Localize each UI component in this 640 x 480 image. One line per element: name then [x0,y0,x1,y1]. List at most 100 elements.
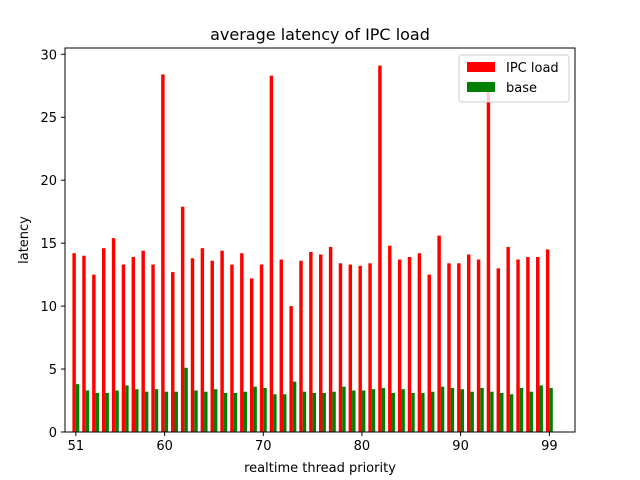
bar-ipc-load-85 [407,257,412,432]
y-tick-label-25: 25 [40,111,57,126]
chart-title: average latency of IPC load [210,25,430,44]
bar-base-81 [371,389,376,432]
bar-ipc-load-66 [220,250,224,432]
bar-base-66 [223,392,228,432]
bar-base-77 [332,391,336,432]
bar-ipc-load-65 [210,260,214,432]
bar-base-72 [283,394,287,432]
bar-base-63 [194,390,198,432]
bar-ipc-load-77 [328,246,333,432]
bar-ipc-load-61 [171,272,175,432]
x-axis-ticks: 51 60 70 80 90 99 [68,432,558,454]
y-tick-label-5: 5 [49,363,57,378]
bar-ipc-load-59 [151,264,155,432]
bar-ipc-load-68 [240,253,244,432]
y-tick-label-20: 20 [40,174,57,189]
y-axis-label: latency [17,216,32,264]
bar-base-65 [213,389,218,432]
bar-ipc-load-97 [526,257,530,432]
bar-ipc-load-71 [269,75,274,432]
bar-base-80 [361,390,366,432]
x-axis-label: realtime thread priority [244,461,396,476]
x-tick-label-60: 60 [156,439,173,454]
bar-base-79 [352,390,356,432]
bar-ipc-load-96 [516,259,520,432]
bar-base-88 [440,386,445,432]
bar-base-60 [164,391,169,432]
bar-ipc-load-98 [536,257,540,432]
bar-base-87 [430,391,435,432]
bar-ipc-load-57 [131,257,136,432]
bar-ipc-load-80 [358,265,362,432]
bar-ipc-load-67 [230,264,234,432]
bar-base-67 [233,392,238,432]
bar-ipc-load-69 [249,278,254,432]
bar-ipc-load-73 [289,306,293,432]
bar-base-62 [184,367,188,432]
bar-ipc-load-92 [476,259,481,432]
x-tick-label-51: 51 [68,439,85,454]
bar-ipc-load-58 [141,250,145,432]
bar-base-84 [401,389,405,432]
bar-ipc-load-93 [486,85,491,433]
bar-ipc-load-60 [161,74,165,432]
bar-base-56 [125,385,129,432]
bar-base-91 [470,391,474,432]
bar-ipc-load-53 [92,274,96,432]
bar-base-90 [460,389,465,432]
bar-ipc-load-79 [348,264,353,432]
bar-base-82 [381,387,386,432]
x-tick-label-80: 80 [354,439,371,454]
bar-ipc-load-84 [397,259,402,432]
bar-ipc-load-95 [506,246,510,432]
bars-group [72,65,553,433]
bar-ipc-load-56 [121,264,126,432]
bar-ipc-load-86 [417,253,422,432]
legend-swatch-base [467,82,495,92]
bar-base-55 [115,390,119,432]
plot-frame [64,47,576,433]
bar-ipc-load-75 [309,251,313,432]
bar-ipc-load-94 [496,268,501,432]
x-tick-label-90: 90 [452,439,469,454]
bar-ipc-load-83 [388,245,392,432]
bar-base-74 [302,391,307,432]
bar-base-85 [411,392,415,432]
bar-ipc-load-64 [200,248,205,432]
y-tick-label-0: 0 [49,426,57,441]
bar-ipc-load-90 [457,263,461,432]
bar-ipc-load-52 [82,255,86,432]
bar-base-52 [85,390,90,432]
bar-base-83 [391,392,395,432]
bar-base-86 [421,392,425,432]
bar-base-57 [135,389,139,432]
bar-base-97 [529,391,534,432]
bar-base-58 [144,391,149,432]
bar-ipc-load-55 [111,238,116,432]
y-tick-label-30: 30 [40,48,57,63]
bar-ipc-load-70 [259,264,264,432]
bar-ipc-load-81 [368,263,372,432]
bar-base-53 [95,392,100,432]
y-tick-label-15: 15 [40,237,57,252]
bar-base-76 [322,392,326,432]
bar-base-95 [509,394,514,432]
bar-base-69 [253,386,257,432]
bar-base-71 [273,394,277,432]
bar-base-73 [292,381,297,432]
bar-base-99 [549,387,553,432]
bar-ipc-load-87 [427,274,431,432]
bar-ipc-load-88 [437,235,441,432]
y-axis-ticks: 0 5 10 15 20 25 30 [40,48,65,441]
bar-base-70 [263,387,267,432]
bar-base-98 [539,385,543,432]
bar-base-92 [480,387,484,432]
bar-base-68 [243,391,247,432]
bar-ipc-load-76 [319,254,323,432]
bar-base-64 [204,391,208,432]
x-tick-label-99: 99 [541,439,558,454]
bar-ipc-load-63 [190,258,195,432]
bar-base-93 [490,391,494,432]
bar-base-96 [519,387,524,432]
